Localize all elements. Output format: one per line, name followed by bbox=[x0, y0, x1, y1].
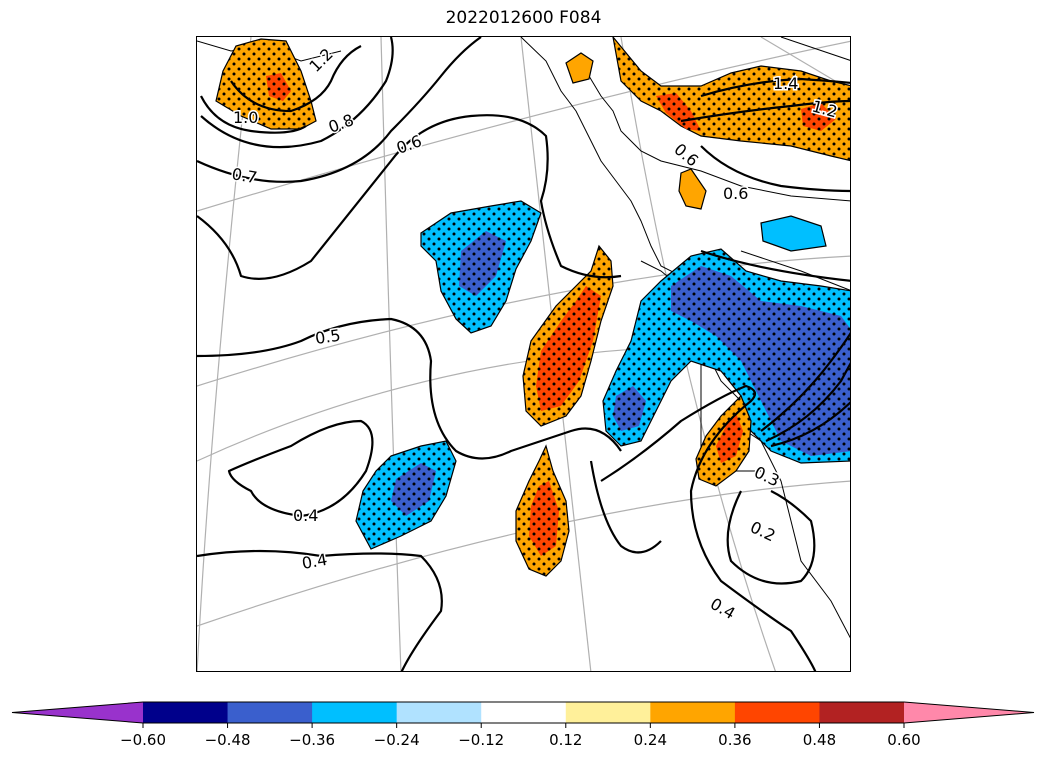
colorbar-segment bbox=[734, 702, 820, 723]
contour-label: 0.4 bbox=[300, 550, 328, 573]
contour-0p8-northwest bbox=[200, 37, 394, 149]
chart-title: 2022012600 F084 bbox=[445, 8, 602, 28]
contour-0p4-inner bbox=[227, 419, 374, 518]
colorbar-tick-label: 0.24 bbox=[634, 731, 667, 749]
contour-label: 0.6 bbox=[723, 184, 748, 203]
colorbar-segment bbox=[312, 702, 398, 723]
contour-0p5 bbox=[197, 317, 622, 460]
contour-label: 0.6 bbox=[394, 131, 424, 158]
contour-label: 0.7 bbox=[230, 164, 258, 187]
contour-dense-coast-2 bbox=[765, 362, 850, 443]
contour-label: 0.8 bbox=[326, 110, 356, 137]
contour-0p7 bbox=[197, 37, 482, 183]
colorbar-tick-label: 0.60 bbox=[887, 731, 920, 749]
contour-coastal-2 bbox=[726, 490, 816, 585]
colorbar-extend-max bbox=[904, 702, 1034, 723]
colorbar-segment bbox=[650, 702, 736, 723]
contour-0p4-south bbox=[197, 549, 443, 671]
colorbar: −0.60 −0.48 −0.36 −0.24 −0.12 0.12 0.24 0.36 0.4… bbox=[0, 690, 1047, 763]
colorbar-extend-min bbox=[12, 702, 143, 723]
contour-label: 0.6 bbox=[670, 140, 702, 171]
contour-label: 0.4 bbox=[707, 594, 739, 623]
colorbar-tick-label: −0.36 bbox=[289, 731, 335, 749]
contour-label: 0.3 bbox=[751, 462, 782, 490]
contour-east-mid bbox=[700, 249, 850, 282]
contour-label: 1.4 bbox=[773, 74, 798, 93]
contour-1p4-northeast bbox=[700, 77, 850, 98]
colorbar-svg: −0.60 −0.48 −0.36 −0.24 −0.12 0.12 0.24 0.36 0.4… bbox=[11, 701, 1035, 749]
colorbar-segment bbox=[819, 702, 905, 723]
contour-0p4-southeast bbox=[600, 384, 817, 671]
contour-label: 0.5 bbox=[314, 326, 342, 348]
colorbar-tick-label: −0.12 bbox=[458, 731, 504, 749]
contour-lines bbox=[197, 37, 850, 671]
stippling bbox=[216, 37, 850, 576]
contour-0p6 bbox=[197, 114, 622, 280]
contour-dense-coast bbox=[760, 332, 850, 432]
contour-1p2-northwest bbox=[230, 45, 362, 113]
contour-1p2-northeast bbox=[680, 99, 850, 123]
region-negative-c-northeast bbox=[760, 215, 827, 252]
colorbar-tick-label: 0.48 bbox=[803, 731, 836, 749]
contour-label: 0.4 bbox=[293, 506, 318, 525]
contour-label: 1.0 bbox=[233, 108, 258, 127]
contour-label: 1.2 bbox=[305, 44, 336, 75]
colorbar-segment bbox=[143, 702, 229, 723]
colorbar-tick-label: −0.48 bbox=[205, 731, 251, 749]
contour-0p6-northeast bbox=[700, 145, 850, 193]
contour-dense-coast-3 bbox=[770, 401, 850, 448]
colorbar-segment bbox=[565, 702, 651, 723]
map-svg: 1.2 1.0 0.8 0.7 0.6 0.5 0.4 0.4 0.4 0.6 … bbox=[197, 37, 850, 671]
map-panel: 1.2 1.0 0.8 0.7 0.6 0.5 0.4 0.4 0.4 0.6 … bbox=[196, 36, 851, 672]
colorbar-tick-label: −0.60 bbox=[120, 731, 166, 749]
colorbar-tick-label: −0.24 bbox=[374, 731, 420, 749]
region-positive-g-small-2 bbox=[678, 168, 707, 210]
contour-label: 0.2 bbox=[747, 517, 778, 545]
colorbar-tick-label: 0.12 bbox=[549, 731, 582, 749]
colorbar-segment bbox=[396, 702, 482, 723]
colorbar-segment bbox=[227, 702, 313, 723]
colorbar-tick-label: 0.36 bbox=[718, 731, 751, 749]
region-positive-g-small-1 bbox=[565, 52, 594, 84]
contour-1p0-northwest bbox=[200, 95, 307, 134]
contour-coastal-1 bbox=[589, 460, 662, 554]
colorbar-segment bbox=[481, 702, 567, 723]
